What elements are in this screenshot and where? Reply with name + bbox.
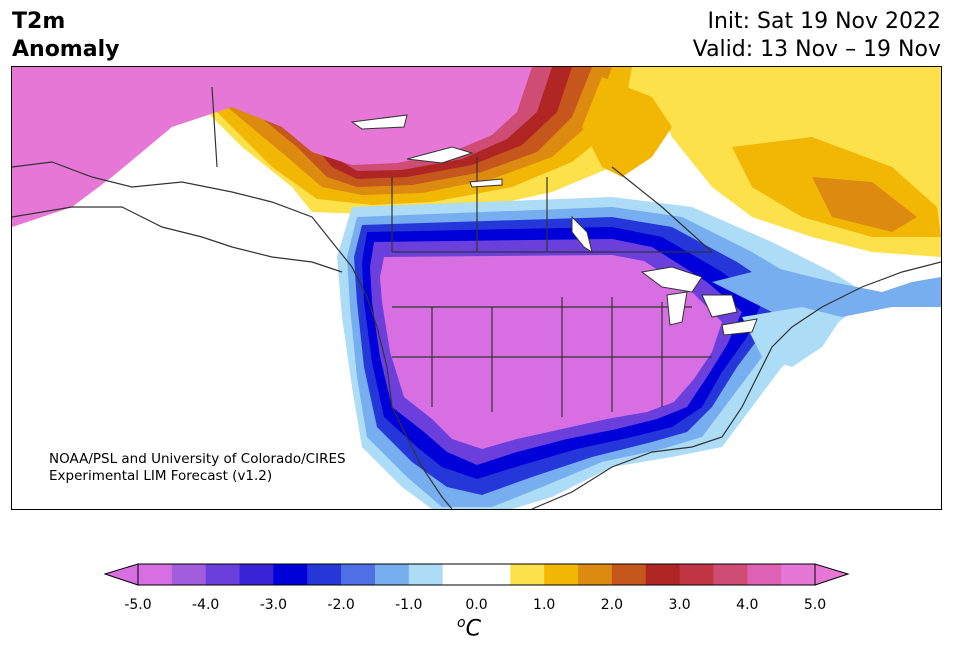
colorbar-cell: [205, 564, 241, 585]
init-date: Init: Sat 19 Nov 2022: [707, 9, 941, 34]
colorbar-cell: [476, 564, 511, 585]
colorbar-cell: [578, 564, 613, 585]
colorbar-tick-label: -3.0: [259, 597, 288, 613]
colorbar-cell: [713, 564, 748, 585]
colorbar-cell: [341, 564, 376, 585]
colorbar-tick-label: 5.0: [803, 597, 827, 613]
unit-degree: o: [457, 615, 466, 631]
colorbar-tick-label: 4.0: [736, 597, 759, 613]
credit-line1: NOAA/PSL and University of Colorado/CIRE…: [49, 451, 346, 467]
credit-line2: Experimental LIM Forecast (v1.2): [49, 468, 273, 484]
colorbar-tick-label: 2.0: [600, 597, 624, 613]
valid-range: Valid: 13 Nov – 19 Nov: [692, 37, 941, 62]
colorbar-over-arrow: [814, 563, 850, 586]
colorbar-tick-label: -2.0: [327, 597, 355, 613]
colorbar-cell: [645, 564, 681, 585]
colorbar-tick-label: 1.0: [533, 597, 556, 613]
colorbar-under-arrow: [103, 563, 139, 586]
colorbar-cell: [544, 564, 579, 585]
coastlines: [12, 86, 941, 509]
colorbar-cell: [611, 564, 647, 585]
colorbar-cell: [679, 564, 714, 585]
credit-text: NOAA/PSL and University of Colorado/CIRE…: [49, 451, 346, 485]
colorbar-cell: [747, 564, 782, 585]
colorbar-cell: [408, 564, 444, 585]
forecast-dates: Init: Sat 19 Nov 2022 Valid: 13 Nov – 19…: [693, 8, 941, 64]
unit-base: C: [465, 616, 481, 642]
colorbar-cell: [442, 564, 477, 585]
map-svg: [12, 67, 941, 509]
colorbar-tick-label: -1.0: [395, 597, 423, 613]
colorbar-tick-label: 0.0: [465, 597, 488, 613]
colorbar-cell: [239, 564, 274, 585]
colorbar-cells: [138, 564, 816, 585]
colorbar-cell: [781, 564, 816, 585]
map-title-line2: Anomaly: [12, 37, 120, 62]
colorbar: [103, 563, 850, 586]
colorbar-tick-label: 3.0: [668, 597, 691, 613]
colorbar-cell: [171, 564, 207, 585]
colorbar-cell: [273, 564, 308, 585]
warm-anomaly-east-canada: [582, 67, 941, 257]
colorbar-cell: [138, 564, 173, 585]
colorbar-cell: [374, 564, 410, 585]
colorbar-frame: [137, 563, 816, 586]
anomaly-map: NOAA/PSL and University of Colorado/CIRE…: [11, 66, 942, 510]
map-title: T2m Anomaly: [12, 8, 119, 64]
colorbar-tick-label: -4.0: [192, 597, 220, 613]
lakes: [350, 114, 758, 336]
unit-label: oC: [457, 615, 481, 641]
colorbar-cell: [510, 564, 545, 585]
colorbar-cell: [307, 564, 342, 585]
colorbar-tick-label: -5.0: [124, 597, 152, 613]
map-title-line1: T2m: [12, 9, 66, 34]
